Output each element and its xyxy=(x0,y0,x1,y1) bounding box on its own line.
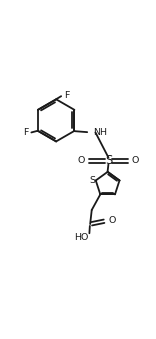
Text: O: O xyxy=(132,156,139,165)
Text: S: S xyxy=(89,176,95,185)
Text: F: F xyxy=(23,128,28,137)
Text: S: S xyxy=(105,155,112,167)
Text: O: O xyxy=(108,216,115,225)
Text: O: O xyxy=(78,156,85,165)
Text: NH: NH xyxy=(93,128,107,137)
Text: F: F xyxy=(65,92,70,100)
Text: HO: HO xyxy=(74,233,89,241)
